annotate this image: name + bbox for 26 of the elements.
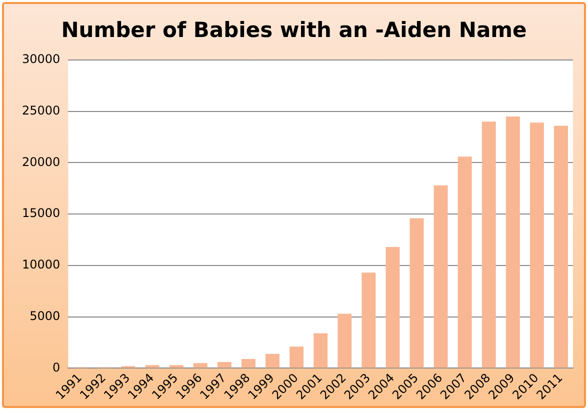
- bar: [506, 116, 520, 368]
- chart-title: Number of Babies with an -Aiden Name: [60, 18, 528, 42]
- y-tick-label: 20000: [22, 154, 60, 169]
- y-tick-label: 25000: [22, 103, 60, 118]
- bar: [266, 354, 280, 368]
- bar: [482, 122, 496, 368]
- y-tick-label: 15000: [22, 206, 60, 220]
- bar: [458, 156, 472, 368]
- bar: [193, 363, 208, 368]
- bar: [434, 185, 448, 368]
- bar: [242, 358, 256, 368]
- bar: [410, 218, 424, 368]
- bar: [145, 365, 160, 368]
- bar: [217, 362, 232, 368]
- bar: [290, 346, 304, 368]
- bar: [169, 365, 184, 368]
- bar: [362, 272, 376, 368]
- y-tick-label: 10000: [22, 258, 60, 272]
- bar: [386, 246, 400, 368]
- bar: [314, 333, 328, 368]
- bar: [554, 126, 568, 368]
- y-tick-label: 30000: [22, 52, 60, 66]
- bar: [338, 314, 352, 368]
- y-tick-label: 0: [52, 360, 60, 374]
- y-tick-label: 5000: [30, 308, 60, 323]
- bar: [530, 122, 544, 368]
